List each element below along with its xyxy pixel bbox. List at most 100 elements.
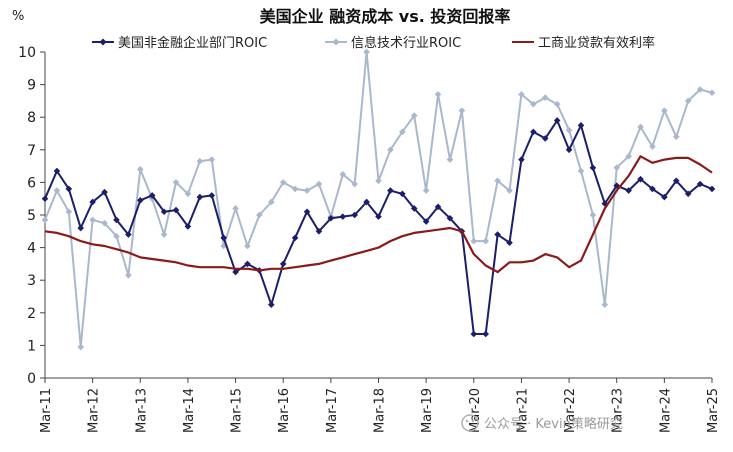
x-tick-label: Mar-23 — [611, 388, 626, 433]
data-point — [172, 206, 180, 214]
data-point — [244, 242, 251, 250]
watermark-text: 公众号 · Kevin策略研究 — [484, 416, 623, 432]
data-point — [565, 126, 573, 134]
data-point — [363, 48, 370, 56]
data-point — [291, 185, 299, 193]
y-tick-label: 6 — [27, 175, 36, 191]
data-point — [148, 192, 156, 199]
data-point — [387, 187, 394, 194]
data-point — [65, 208, 73, 216]
legend-item: 信息技术行业ROIC — [325, 35, 461, 51]
data-point — [470, 237, 478, 245]
x-tick-label: Mar-22 — [563, 388, 578, 433]
data-point — [113, 216, 120, 224]
data-point — [351, 180, 358, 188]
data-point — [315, 228, 323, 235]
legend-label: 工商业贷款有效利率 — [538, 35, 655, 51]
data-point — [446, 214, 454, 222]
data-point — [113, 232, 120, 240]
data-point — [315, 180, 323, 188]
data-point — [637, 123, 644, 131]
data-point — [601, 301, 609, 308]
data-point — [625, 187, 632, 194]
data-point — [53, 167, 61, 175]
y-axis: 0 1 2 3 4 5 6 7 8 9 10 — [18, 45, 46, 387]
y-tick-label: 4 — [27, 241, 36, 257]
data-point — [125, 272, 132, 279]
data-point — [494, 177, 501, 185]
data-point — [256, 211, 263, 219]
data-point — [327, 214, 335, 222]
y-axis-unit: % — [12, 9, 24, 24]
data-point — [375, 177, 382, 185]
data-point — [351, 211, 358, 219]
data-point — [589, 164, 597, 172]
data-point — [577, 167, 585, 175]
data-point — [434, 203, 442, 211]
data-point — [565, 146, 573, 154]
data-point — [65, 185, 73, 193]
data-point — [446, 156, 454, 163]
wechat-logo-icon — [461, 414, 479, 432]
data-point — [649, 185, 656, 193]
data-point — [410, 205, 418, 212]
data-point — [470, 330, 478, 338]
data-point — [268, 301, 275, 308]
data-point — [387, 146, 394, 154]
legend-marker — [332, 38, 340, 46]
legend-item: 美国非金融企业部门ROIC — [92, 35, 267, 51]
x-tick-label: Mar-13 — [134, 388, 149, 433]
data-point — [541, 135, 549, 142]
data-point — [232, 268, 239, 276]
data-point — [339, 213, 347, 220]
data-point — [232, 205, 239, 212]
data-point — [708, 185, 716, 193]
data-point — [577, 122, 585, 129]
data-point — [41, 216, 49, 224]
data-point — [399, 190, 406, 198]
data-point — [101, 219, 108, 227]
data-point — [541, 94, 549, 101]
plot-area — [41, 48, 716, 351]
y-tick-label: 0 — [27, 371, 36, 387]
y-tick-label: 8 — [27, 110, 36, 126]
x-tick-label: Mar-12 — [87, 388, 102, 433]
data-point — [482, 237, 489, 245]
data-point — [637, 175, 644, 183]
data-point — [518, 91, 525, 98]
data-point — [160, 208, 168, 216]
data-point — [196, 193, 204, 201]
data-point — [494, 231, 501, 238]
series-1 — [41, 48, 716, 351]
legend: 美国非金融企业部门ROIC 信息技术行业ROIC 工商业贷款有效利率 — [92, 35, 655, 51]
y-tick-label: 7 — [27, 143, 36, 159]
x-tick-label: Mar-20 — [468, 388, 483, 433]
y-tick-label: 5 — [27, 208, 36, 224]
data-point — [553, 117, 561, 124]
data-point — [410, 112, 418, 119]
data-point — [136, 197, 144, 204]
data-point — [220, 234, 227, 242]
x-tick-label: Mar-17 — [325, 388, 340, 433]
data-point — [184, 190, 192, 198]
data-point — [89, 216, 96, 224]
data-point — [41, 195, 49, 202]
data-point — [422, 187, 430, 194]
data-point — [625, 153, 632, 160]
data-point — [506, 187, 513, 194]
data-point — [530, 128, 537, 136]
data-point — [530, 100, 537, 108]
y-tick-label: 10 — [18, 45, 36, 61]
data-point — [101, 188, 108, 196]
data-point — [708, 89, 716, 97]
data-point — [684, 97, 692, 105]
data-point — [303, 187, 311, 194]
data-point — [160, 231, 168, 238]
data-point — [661, 193, 668, 201]
data-point — [696, 180, 704, 188]
y-tick-label: 2 — [27, 306, 36, 322]
data-point — [303, 208, 311, 216]
data-point — [184, 223, 192, 230]
data-point — [649, 143, 656, 150]
